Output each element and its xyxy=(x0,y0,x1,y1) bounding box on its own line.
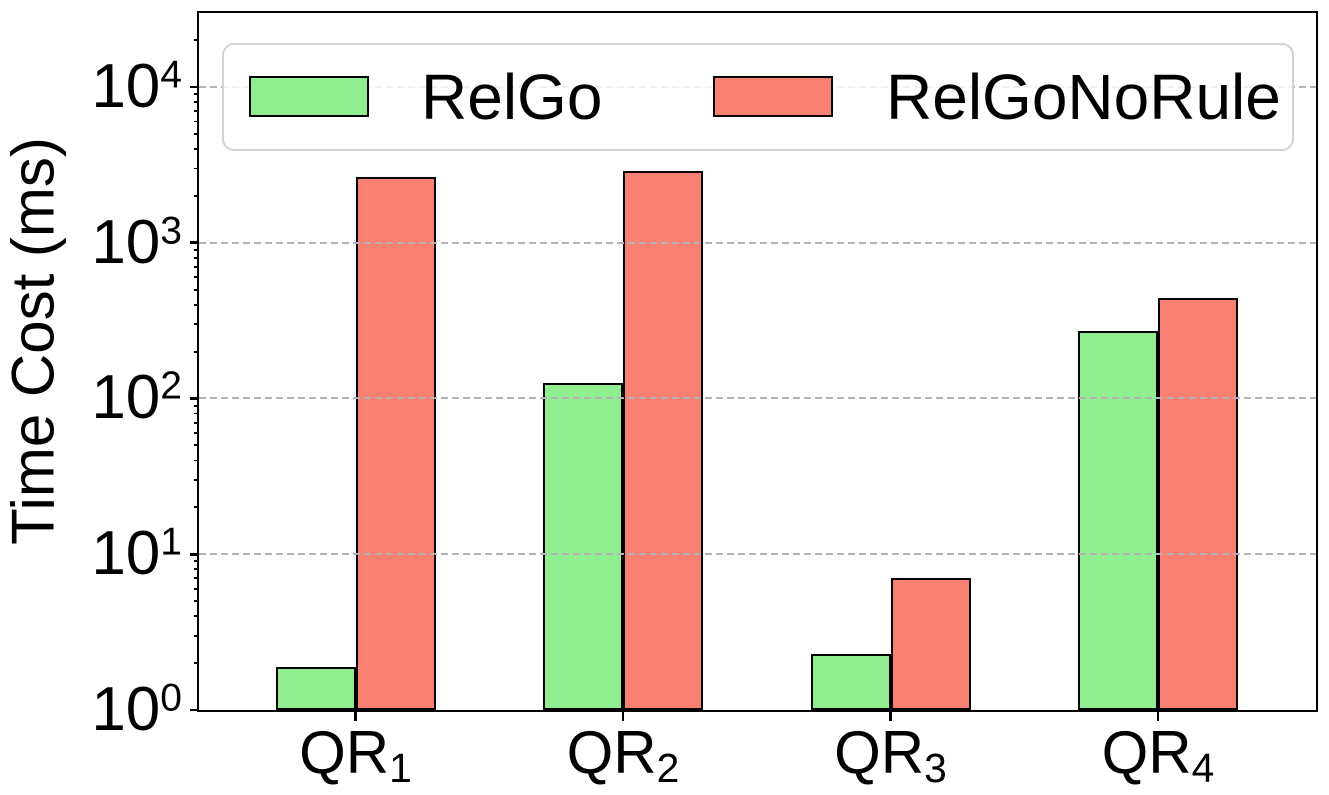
bar-relgonorule-qr3 xyxy=(890,578,971,710)
legend-swatch-relgo xyxy=(249,76,369,117)
y-minor-tick xyxy=(193,323,199,326)
y-minor-tick xyxy=(193,248,199,251)
y-major-tick xyxy=(190,708,199,712)
bar-relgo-qr2 xyxy=(543,383,623,710)
y-minor-tick xyxy=(193,568,199,571)
y-minor-tick xyxy=(193,459,199,462)
x-major-tick xyxy=(621,711,625,721)
legend-label-relgonorule: RelGoNoRule xyxy=(886,61,1281,133)
y-minor-tick xyxy=(193,662,199,664)
y-minor-tick xyxy=(193,288,199,291)
y-minor-tick xyxy=(193,432,199,434)
y-minor-tick xyxy=(193,120,199,123)
y-minor-tick xyxy=(193,39,199,41)
legend-swatch-relgonorule xyxy=(713,76,833,117)
legend: RelGo RelGoNoRule xyxy=(222,43,1294,151)
y-minor-tick xyxy=(193,256,199,259)
y-major-tick xyxy=(190,397,199,400)
y-minor-tick xyxy=(193,600,199,603)
y-minor-tick xyxy=(193,110,199,112)
y-minor-tick xyxy=(193,350,199,353)
y-minor-tick xyxy=(193,93,199,95)
plot-area: RelGo RelGoNoRule xyxy=(197,11,1318,712)
y-minor-tick xyxy=(193,421,199,424)
y-minor-tick xyxy=(193,560,199,563)
y-minor-tick xyxy=(193,303,199,306)
bar-relgo-qr1 xyxy=(275,666,356,710)
y-minor-tick xyxy=(193,132,199,135)
bar-relgonorule-qr4 xyxy=(1158,297,1238,710)
y-minor-tick xyxy=(193,101,199,103)
gridline-10e3 xyxy=(199,241,1316,244)
y-axis-title: Time Cost (ms) xyxy=(0,137,67,545)
y-minor-tick xyxy=(193,167,199,170)
y-tick-label-10e3: 103 xyxy=(91,207,182,277)
bar-relgo-qr4 xyxy=(1078,331,1158,710)
gridline-10e1 xyxy=(199,553,1316,556)
bar-relgo-qr3 xyxy=(810,653,891,710)
x-tick-label-qr4: QR4 xyxy=(1101,719,1215,791)
y-minor-tick xyxy=(193,412,199,415)
y-major-tick xyxy=(190,85,199,89)
x-tick-label-qr2: QR2 xyxy=(566,719,680,791)
x-tick-label-qr3: QR3 xyxy=(834,719,947,791)
y-minor-tick xyxy=(193,615,199,618)
y-tick-label-10e2: 102 xyxy=(91,363,182,433)
legend-label-relgo: RelGo xyxy=(421,61,603,133)
y-minor-tick xyxy=(193,276,199,279)
gridline-10e2 xyxy=(199,397,1316,400)
x-tick-label-qr1: QR1 xyxy=(299,719,412,791)
y-major-tick xyxy=(190,552,199,556)
bar-relgonorule-qr1 xyxy=(355,176,436,710)
x-major-tick xyxy=(1156,711,1160,721)
y-tick-label-10e0: 100 xyxy=(91,675,182,744)
y-major-tick xyxy=(190,241,199,245)
y-minor-tick xyxy=(193,577,199,580)
bar-relgonorule-qr2 xyxy=(623,170,703,710)
x-major-tick xyxy=(889,711,892,721)
y-minor-tick xyxy=(193,148,199,150)
y-tick-label-10e1: 101 xyxy=(91,519,182,589)
y-minor-tick xyxy=(193,265,199,268)
y-minor-tick xyxy=(193,194,199,197)
x-major-tick xyxy=(354,711,357,721)
y-tick-label-10e4: 104 xyxy=(91,51,182,121)
y-minor-tick xyxy=(193,506,199,509)
y-minor-tick xyxy=(193,404,199,407)
y-minor-tick xyxy=(193,479,199,481)
y-minor-tick xyxy=(193,634,199,637)
y-minor-tick xyxy=(193,444,199,447)
y-minor-tick xyxy=(193,587,199,590)
